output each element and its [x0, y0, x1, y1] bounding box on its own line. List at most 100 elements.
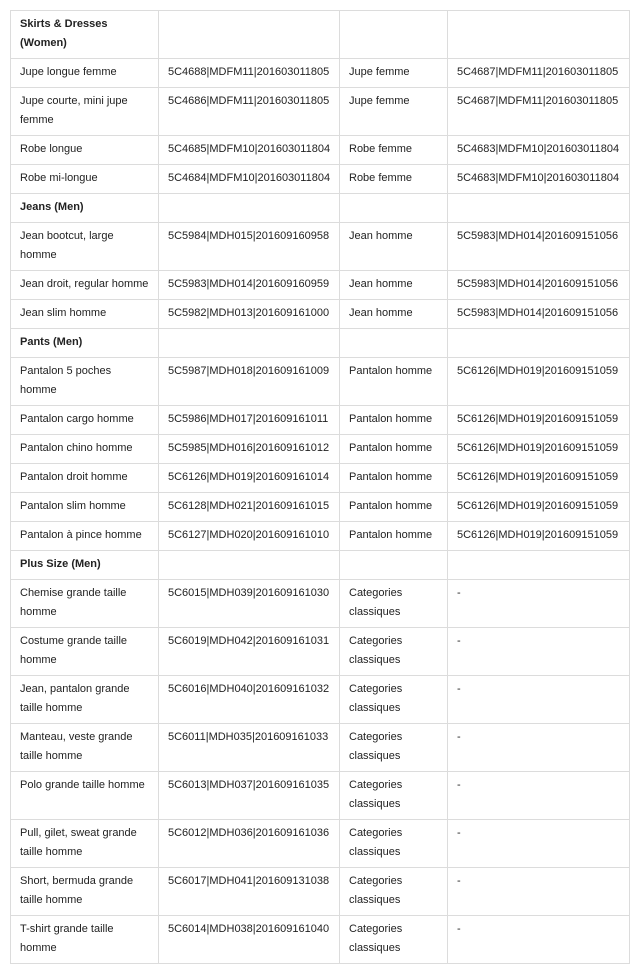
cell: Categories classiques — [339, 675, 448, 724]
cell: Jupe longue femme — [10, 58, 159, 88]
cell: - — [447, 675, 630, 724]
cell: 5C6128|MDH021|201609161015 — [158, 492, 340, 522]
cell: Jean slim homme — [10, 299, 159, 329]
cell: 5C6127|MDH020|201609161010 — [158, 521, 340, 551]
cell: Categories classiques — [339, 579, 448, 628]
data-row: Robe mi-longue 5C4684|MDFM10|201603011804… — [10, 164, 630, 194]
cell: - — [447, 819, 630, 868]
section-row: Skirts & Dresses (Women) — [10, 10, 630, 59]
section-row: Plus Size (Men) — [10, 550, 630, 580]
data-row: Jean droit, regular homme 5C5983|MDH014|2… — [10, 270, 630, 300]
cell: 5C6126|MDH019|201609151059 — [447, 434, 630, 464]
cell: 5C4686|MDFM11|201603011805 — [158, 87, 340, 136]
cell: Categories classiques — [339, 627, 448, 676]
cell: 5C6126|MDH019|201609151059 — [447, 492, 630, 522]
data-row: Pantalon chino homme 5C5985|MDH016|201609… — [10, 434, 630, 464]
empty-cell — [158, 328, 340, 358]
cell: 5C6015|MDH039|201609161030 — [158, 579, 340, 628]
cell: 5C6014|MDH038|201609161040 — [158, 915, 340, 964]
cell: Jupe femme — [339, 87, 448, 136]
cell: Robe longue — [10, 135, 159, 165]
cell: 5C4684|MDFM10|201603011804 — [158, 164, 340, 194]
cell: 5C4683|MDFM10|201603011804 — [447, 135, 630, 165]
section-row: Pants (Men) — [10, 328, 630, 358]
cell: 5C5986|MDH017|201609161011 — [158, 405, 340, 435]
data-row: Pantalon slim homme 5C6128|MDH021|2016091… — [10, 492, 630, 522]
cell: Pantalon homme — [339, 463, 448, 493]
cell: 5C5983|MDH014|201609160959 — [158, 270, 340, 300]
section-title: Pants (Men) — [10, 328, 159, 358]
cell: Pantalon homme — [339, 405, 448, 435]
cell: 5C5987|MDH018|201609161009 — [158, 357, 340, 406]
empty-cell — [158, 193, 340, 223]
empty-cell — [447, 193, 630, 223]
cell: Jean bootcut, large homme — [10, 222, 159, 271]
cell: 5C6011|MDH035|201609161033 — [158, 723, 340, 772]
data-row: Pantalon 5 poches homme 5C5987|MDH018|201… — [10, 357, 630, 406]
cell: Pantalon 5 poches homme — [10, 357, 159, 406]
cell: 5C6013|MDH037|201609161035 — [158, 771, 340, 820]
cell: Jean homme — [339, 270, 448, 300]
cell: 5C4683|MDFM10|201603011804 — [447, 164, 630, 194]
cell: 5C6017|MDH041|201609131038 — [158, 867, 340, 916]
data-row: Polo grande taille homme 5C6013|MDH037|20… — [10, 771, 630, 820]
cell: 5C4687|MDFM11|201603011805 — [447, 87, 630, 136]
empty-cell — [447, 10, 630, 59]
cell: 5C6012|MDH036|201609161036 — [158, 819, 340, 868]
cell: 5C6126|MDH019|201609151059 — [447, 521, 630, 551]
cell: Costume grande taille homme — [10, 627, 159, 676]
section-row: Jeans (Men) — [10, 193, 630, 223]
cell: 5C6016|MDH040|201609161032 — [158, 675, 340, 724]
cell: Jean homme — [339, 299, 448, 329]
section-title: Skirts & Dresses (Women) — [10, 10, 159, 59]
cell: Pantalon homme — [339, 434, 448, 464]
section-title: Plus Size (Men) — [10, 550, 159, 580]
category-table: Skirts & Dresses (Women) Jupe longue femm… — [10, 10, 630, 964]
cell: - — [447, 723, 630, 772]
empty-cell — [339, 550, 448, 580]
cell: Pantalon à pince homme — [10, 521, 159, 551]
cell: Pantalon slim homme — [10, 492, 159, 522]
data-row: Jean bootcut, large homme 5C5984|MDH015|2… — [10, 222, 630, 271]
cell: - — [447, 771, 630, 820]
cell: 5C4688|MDFM11|201603011805 — [158, 58, 340, 88]
cell: Manteau, veste grande taille homme — [10, 723, 159, 772]
cell: 5C6126|MDH019|201609151059 — [447, 405, 630, 435]
cell: Jupe femme — [339, 58, 448, 88]
empty-cell — [158, 550, 340, 580]
cell: - — [447, 627, 630, 676]
cell: T-shirt grande taille homme — [10, 915, 159, 964]
data-row: Jean, pantalon grande taille homme 5C6016… — [10, 675, 630, 724]
cell: Polo grande taille homme — [10, 771, 159, 820]
data-row: Costume grande taille homme 5C6019|MDH042… — [10, 627, 630, 676]
data-row: T-shirt grande taille homme 5C6014|MDH038… — [10, 915, 630, 964]
cell: Short, bermuda grande taille homme — [10, 867, 159, 916]
cell: Categories classiques — [339, 771, 448, 820]
table-body: Skirts & Dresses (Women) Jupe longue femm… — [10, 10, 630, 964]
cell: 5C5982|MDH013|201609161000 — [158, 299, 340, 329]
data-row: Pantalon droit homme 5C6126|MDH019|201609… — [10, 463, 630, 493]
data-row: Pantalon à pince homme 5C6127|MDH020|2016… — [10, 521, 630, 551]
empty-cell — [339, 328, 448, 358]
empty-cell — [339, 193, 448, 223]
cell: Pull, gilet, sweat grande taille homme — [10, 819, 159, 868]
cell: Pantalon droit homme — [10, 463, 159, 493]
data-row: Manteau, veste grande taille homme 5C6011… — [10, 723, 630, 772]
cell: Robe mi-longue — [10, 164, 159, 194]
cell: Categories classiques — [339, 867, 448, 916]
cell: Chemise grande taille homme — [10, 579, 159, 628]
cell: 5C6019|MDH042|201609161031 — [158, 627, 340, 676]
cell: - — [447, 915, 630, 964]
cell: 5C6126|MDH019|201609161014 — [158, 463, 340, 493]
cell: 5C6126|MDH019|201609151059 — [447, 357, 630, 406]
data-row: Jupe courte, mini jupe femme 5C4686|MDFM1… — [10, 87, 630, 136]
cell: Jean homme — [339, 222, 448, 271]
cell: Categories classiques — [339, 723, 448, 772]
cell: 5C5983|MDH014|201609151056 — [447, 299, 630, 329]
cell: 5C5984|MDH015|201609160958 — [158, 222, 340, 271]
cell: 5C4687|MDFM11|201603011805 — [447, 58, 630, 88]
cell: Categories classiques — [339, 915, 448, 964]
cell: Jean, pantalon grande taille homme — [10, 675, 159, 724]
cell: Pantalon homme — [339, 357, 448, 406]
cell: - — [447, 867, 630, 916]
